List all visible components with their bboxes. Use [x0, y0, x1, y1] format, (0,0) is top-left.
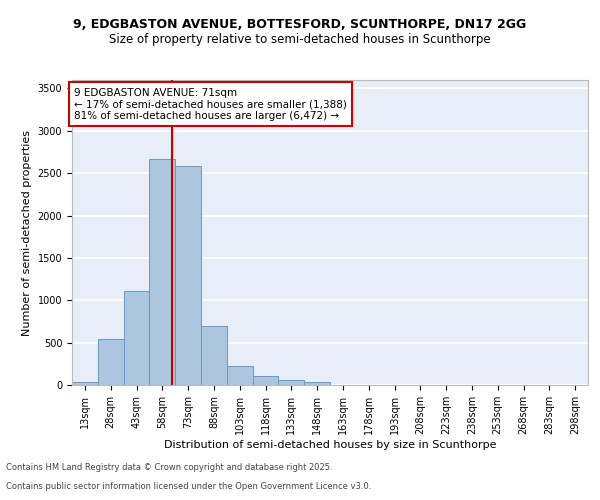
X-axis label: Distribution of semi-detached houses by size in Scunthorpe: Distribution of semi-detached houses by … [164, 440, 496, 450]
Text: Contains public sector information licensed under the Open Government Licence v3: Contains public sector information licen… [6, 482, 371, 491]
Bar [304, 382, 330, 385]
Bar [201, 326, 227, 385]
Text: Contains HM Land Registry data © Crown copyright and database right 2025.: Contains HM Land Registry data © Crown c… [6, 464, 332, 472]
Text: 9 EDGBASTON AVENUE: 71sqm
← 17% of semi-detached houses are smaller (1,388)
81% : 9 EDGBASTON AVENUE: 71sqm ← 17% of semi-… [74, 88, 347, 121]
Y-axis label: Number of semi-detached properties: Number of semi-detached properties [22, 130, 32, 336]
Text: Size of property relative to semi-detached houses in Scunthorpe: Size of property relative to semi-detach… [109, 32, 491, 46]
Bar [253, 376, 278, 385]
Bar [72, 382, 98, 385]
Bar [227, 366, 253, 385]
Bar [149, 159, 175, 385]
Bar [98, 339, 124, 385]
Bar [124, 292, 149, 385]
Bar [175, 166, 201, 385]
Text: 9, EDGBASTON AVENUE, BOTTESFORD, SCUNTHORPE, DN17 2GG: 9, EDGBASTON AVENUE, BOTTESFORD, SCUNTHO… [73, 18, 527, 30]
Bar [278, 380, 304, 385]
